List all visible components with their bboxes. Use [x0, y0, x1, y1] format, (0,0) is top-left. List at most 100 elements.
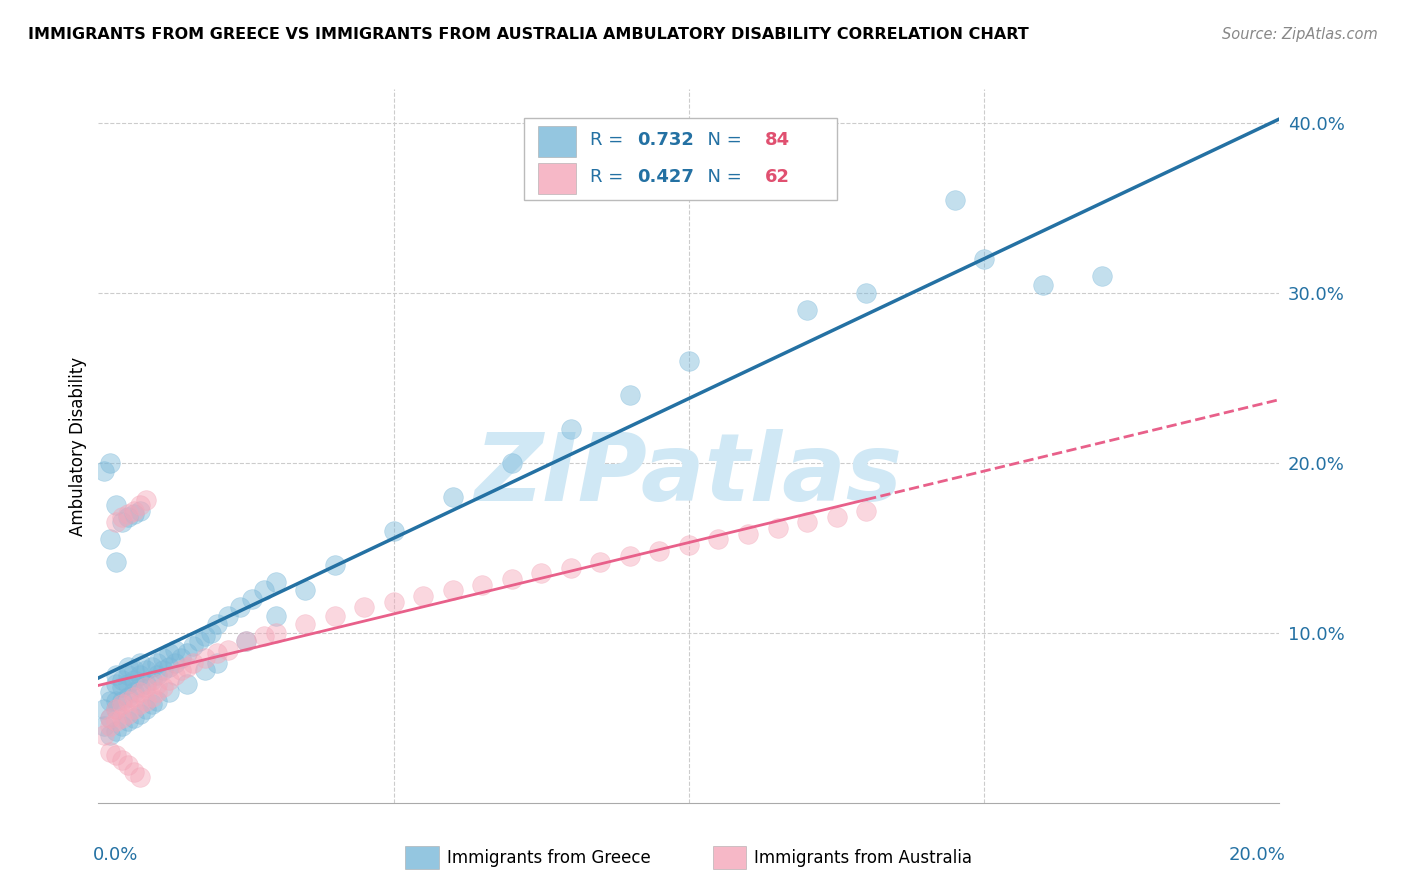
Point [146, 677, 169, 691]
Point [105, 516, 128, 530]
Point [135, 680, 157, 694]
Point [560, 561, 582, 575]
Point [589, 555, 612, 569]
Point [382, 595, 405, 609]
Point [111, 711, 134, 725]
Point [111, 694, 134, 708]
Point [128, 503, 150, 517]
Point [152, 663, 174, 677]
Point [217, 643, 239, 657]
Point [111, 698, 134, 712]
Point [135, 493, 157, 508]
Text: 0.732: 0.732 [637, 131, 693, 149]
Y-axis label: Ambulatory Disability: Ambulatory Disability [69, 357, 87, 535]
Point [294, 617, 316, 632]
FancyBboxPatch shape [523, 118, 837, 200]
Point [170, 651, 193, 665]
Point [122, 690, 145, 705]
Point [111, 673, 134, 688]
Point [111, 510, 134, 524]
Point [105, 702, 128, 716]
Point [170, 663, 193, 677]
Point [194, 651, 217, 665]
Point [146, 657, 169, 671]
Point [194, 629, 217, 643]
Point [111, 516, 134, 530]
Point [128, 685, 150, 699]
Point [128, 680, 150, 694]
Point [146, 685, 169, 699]
Point [1032, 277, 1054, 292]
Point [111, 719, 134, 733]
Point [98, 719, 121, 733]
Point [135, 677, 157, 691]
Point [128, 698, 150, 712]
Point [135, 702, 157, 716]
Point [707, 533, 730, 547]
Point [176, 646, 198, 660]
Point [323, 558, 346, 572]
Point [471, 578, 494, 592]
Point [105, 694, 128, 708]
Point [181, 640, 204, 654]
Point [264, 626, 287, 640]
Point [825, 510, 848, 524]
Point [165, 643, 187, 657]
Text: ZIPatlas: ZIPatlas [475, 428, 903, 521]
Point [382, 524, 405, 538]
Point [117, 758, 139, 772]
Point [176, 677, 198, 691]
Point [264, 608, 287, 623]
Point [253, 629, 276, 643]
Point [105, 555, 128, 569]
Text: 0.427: 0.427 [637, 168, 693, 186]
Point [766, 520, 789, 534]
Point [111, 753, 134, 767]
Point [323, 608, 346, 623]
Point [98, 694, 121, 708]
Point [122, 685, 145, 699]
Text: 62: 62 [765, 168, 790, 186]
Point [619, 549, 641, 564]
Text: N =: N = [696, 168, 748, 186]
Point [146, 668, 169, 682]
Point [648, 544, 671, 558]
Point [253, 583, 276, 598]
Point [157, 646, 180, 660]
Point [441, 583, 464, 598]
Point [122, 711, 145, 725]
Text: 20.0%: 20.0% [1229, 846, 1285, 863]
Point [855, 503, 877, 517]
Point [678, 354, 700, 368]
Point [294, 583, 316, 598]
Point [678, 537, 700, 551]
Text: Source: ZipAtlas.com: Source: ZipAtlas.com [1222, 27, 1378, 42]
FancyBboxPatch shape [713, 847, 745, 869]
Point [141, 698, 163, 712]
Point [98, 728, 121, 742]
Text: N =: N = [696, 131, 748, 149]
Point [122, 507, 145, 521]
Point [98, 711, 121, 725]
Point [128, 499, 150, 513]
Point [105, 748, 128, 763]
Point [98, 456, 121, 470]
FancyBboxPatch shape [537, 162, 575, 194]
Point [235, 634, 257, 648]
Point [122, 503, 145, 517]
Point [530, 566, 553, 581]
Point [165, 668, 187, 682]
Point [98, 711, 121, 725]
Point [117, 510, 139, 524]
Point [619, 388, 641, 402]
Point [135, 694, 157, 708]
Text: R =: R = [589, 131, 628, 149]
Point [105, 724, 128, 739]
Point [105, 499, 128, 513]
Point [93, 719, 115, 733]
Point [117, 690, 139, 705]
Point [943, 193, 966, 207]
Point [501, 572, 523, 586]
Point [1091, 269, 1114, 284]
Point [217, 608, 239, 623]
